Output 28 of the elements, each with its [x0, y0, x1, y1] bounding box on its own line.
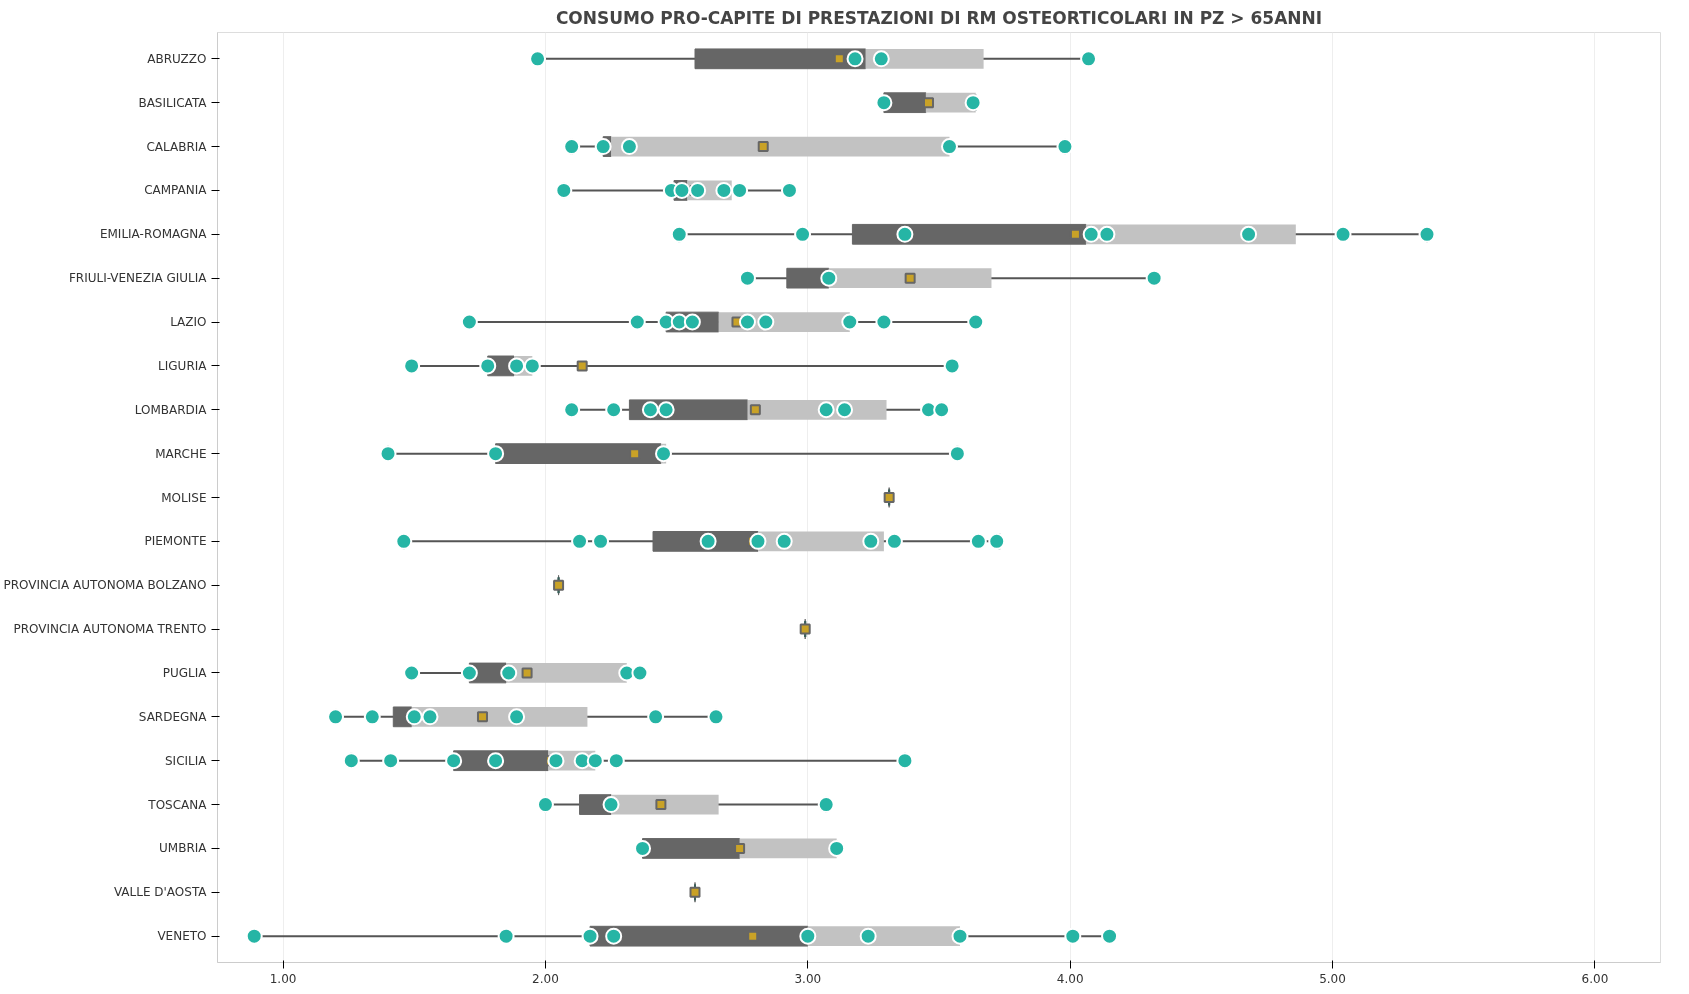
y-tick-label: FRIULI-VENEZIA GIULIA — [68, 271, 208, 286]
y-tick-label: UMBRIA — [159, 841, 208, 856]
y-tick-label: BASILICATA — [138, 95, 208, 110]
y-tick-label: TOSCANA — [147, 797, 208, 812]
y-tick-label: CAMPANIA — [144, 183, 208, 198]
y-tick-label: PROVINCIA AUTONOMA TRENTO — [13, 622, 207, 637]
y-tick-label: CALABRIA — [146, 139, 208, 154]
x-tick-label: 2.00 — [532, 971, 559, 986]
y-tick-label: MARCHE — [155, 446, 207, 461]
y-tick-label: PUGLIA — [162, 665, 208, 680]
chart-title: CONSUMO PRO-CAPITE DI PRESTAZIONI DI RM OSTEORTICOLARI IN PZ > 65ANNI — [555, 7, 1323, 28]
y-tick-label: EMILIA-ROMAGNA — [99, 227, 208, 242]
x-tick-label: 5.00 — [1319, 971, 1346, 986]
x-tick-label: 3.00 — [794, 971, 822, 986]
x-tick-label: 1.00 — [269, 971, 297, 986]
y-tick-label: LOMBARDIA — [134, 402, 208, 417]
y-tick-label: MOLISE — [161, 490, 207, 505]
y-tick-label: SARDEGNA — [138, 709, 208, 724]
x-tick-label: 6.00 — [1581, 971, 1609, 986]
y-tick-label: VENETO — [157, 929, 207, 944]
y-tick-label: LAZIO — [170, 315, 207, 330]
y-tick-label: PROVINCIA AUTONOMA BOLZANO — [3, 578, 207, 593]
y-tick-label: VALLE D'AOSTA — [113, 885, 208, 900]
y-tick-label: PIEMONTE — [144, 534, 207, 549]
y-tick-label: LIGURIA — [158, 358, 208, 373]
x-tick-label: 4.00 — [1056, 971, 1084, 986]
y-tick-label: SICILIA — [164, 753, 208, 768]
y-tick-label: ABRUZZO — [147, 51, 207, 66]
